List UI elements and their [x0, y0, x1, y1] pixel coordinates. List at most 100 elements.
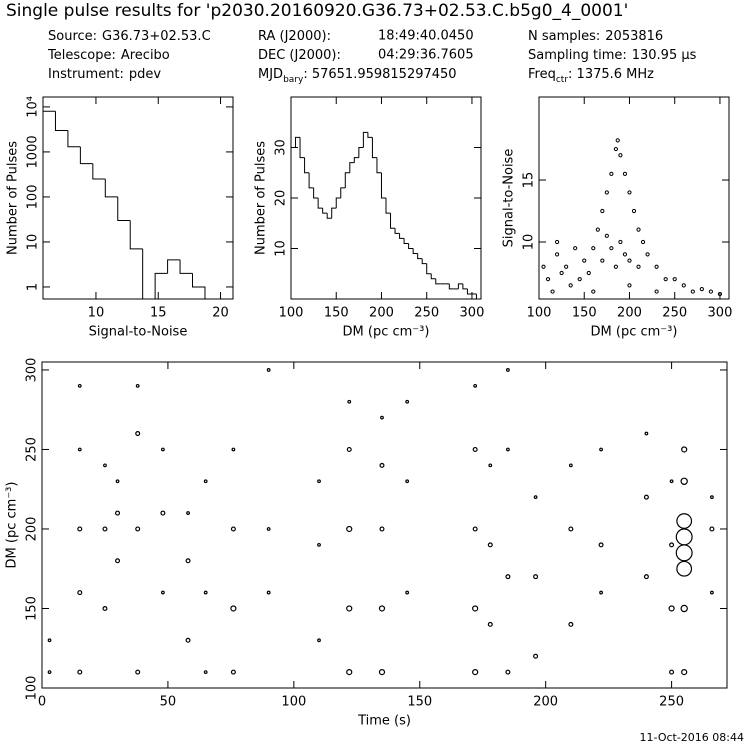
histogram-step [417, 253, 423, 260]
histogram-step [403, 238, 409, 244]
point [586, 270, 591, 276]
pulse [77, 669, 83, 675]
pulse [598, 542, 604, 548]
y-tick-label: 250 [25, 437, 40, 462]
point [654, 264, 659, 269]
axes-frame [42, 96, 234, 300]
histogram-step [335, 197, 341, 209]
pulse [115, 510, 121, 516]
x-tick-label: 200 [617, 306, 642, 321]
point [681, 283, 686, 288]
point [618, 239, 623, 245]
point [640, 239, 646, 245]
pulse [317, 638, 321, 643]
point [577, 277, 582, 282]
x-tick-label: 200 [369, 306, 394, 321]
x-tick-label: 100 [527, 306, 552, 321]
y-tick-label: 200 [25, 517, 40, 542]
info-value: : 57651.959815297450 [303, 67, 456, 82]
pulse [185, 637, 191, 643]
y-tick-label: 30 [274, 139, 289, 156]
info-label: Freq [528, 67, 556, 82]
pulse [77, 447, 82, 452]
info-label: MJD [258, 67, 283, 82]
histogram-step [362, 131, 368, 148]
pulse [472, 605, 479, 612]
pulse [668, 605, 675, 612]
pulse [472, 446, 478, 452]
histogram-step [371, 137, 377, 159]
x-tick-label: 15 [150, 306, 167, 321]
pulse [405, 590, 410, 595]
pulse [102, 526, 108, 532]
point [573, 246, 578, 251]
point [645, 252, 650, 257]
histogram-step [412, 248, 418, 255]
info-label: N samples: [528, 29, 600, 44]
histogram-step [308, 172, 314, 189]
info-label: Sampling time: [528, 48, 627, 63]
histogram-step [448, 283, 454, 290]
y-tick-label: 10 [522, 234, 537, 251]
histogram-step [54, 111, 68, 131]
pulse [533, 653, 539, 659]
info-value: 04:29:36.7605 [378, 48, 474, 63]
x-tick-label: 250 [659, 695, 684, 710]
pulse [230, 605, 237, 612]
info-line: Instrument: pdev [48, 67, 161, 82]
point [699, 286, 704, 292]
histogram-step [435, 278, 441, 285]
point [554, 252, 560, 257]
histogram-step [304, 157, 310, 174]
axes-frame [41, 361, 728, 689]
x-tick-label: 150 [324, 306, 349, 321]
pulse [505, 574, 511, 580]
info-value: : 1375.6 MHz [568, 67, 654, 82]
x-tick-label: 200 [533, 695, 558, 710]
histogram-step [142, 248, 156, 300]
point [595, 227, 600, 232]
histogram-step [466, 288, 472, 295]
point [613, 264, 619, 269]
y-tick-label: 300 [25, 358, 40, 383]
pulse [643, 574, 649, 580]
pulse [533, 574, 539, 580]
histogram-step [394, 228, 400, 234]
pulse [709, 526, 715, 532]
pulse [472, 668, 479, 676]
pulse [473, 383, 478, 388]
histogram-step [340, 187, 346, 198]
point [559, 270, 564, 276]
y-tick-label: 1000 [26, 135, 41, 168]
histogram-step [430, 273, 436, 280]
histogram-step [167, 259, 181, 274]
footer-date: 11-Oct-2016 08:44 [640, 731, 744, 744]
histogram-step [390, 213, 396, 229]
y-tick-label: 150 [25, 596, 40, 621]
pulse [669, 669, 675, 675]
pulse [77, 383, 82, 388]
info-value: G36.73+02.53.C [102, 29, 211, 44]
pulse [115, 558, 121, 564]
pulse [317, 542, 321, 547]
histogram-step [331, 207, 337, 219]
point [604, 233, 609, 238]
point [550, 289, 555, 294]
point [554, 239, 560, 245]
histogram-step [295, 136, 301, 148]
y-axis-label: Number of Pulses [6, 141, 21, 255]
pulse [405, 399, 410, 404]
histogram-step [408, 243, 414, 249]
pulse [680, 477, 688, 485]
histogram-step [367, 132, 373, 138]
point [615, 138, 620, 143]
point [591, 246, 596, 251]
x-tick-label: 100 [281, 695, 306, 710]
x-tick-label: 150 [407, 695, 432, 710]
point [582, 258, 587, 263]
pulse [347, 399, 352, 404]
pulse [230, 669, 236, 675]
info-label: RA (J2000): [258, 29, 331, 44]
pulse [102, 605, 108, 611]
pulse [135, 669, 141, 675]
